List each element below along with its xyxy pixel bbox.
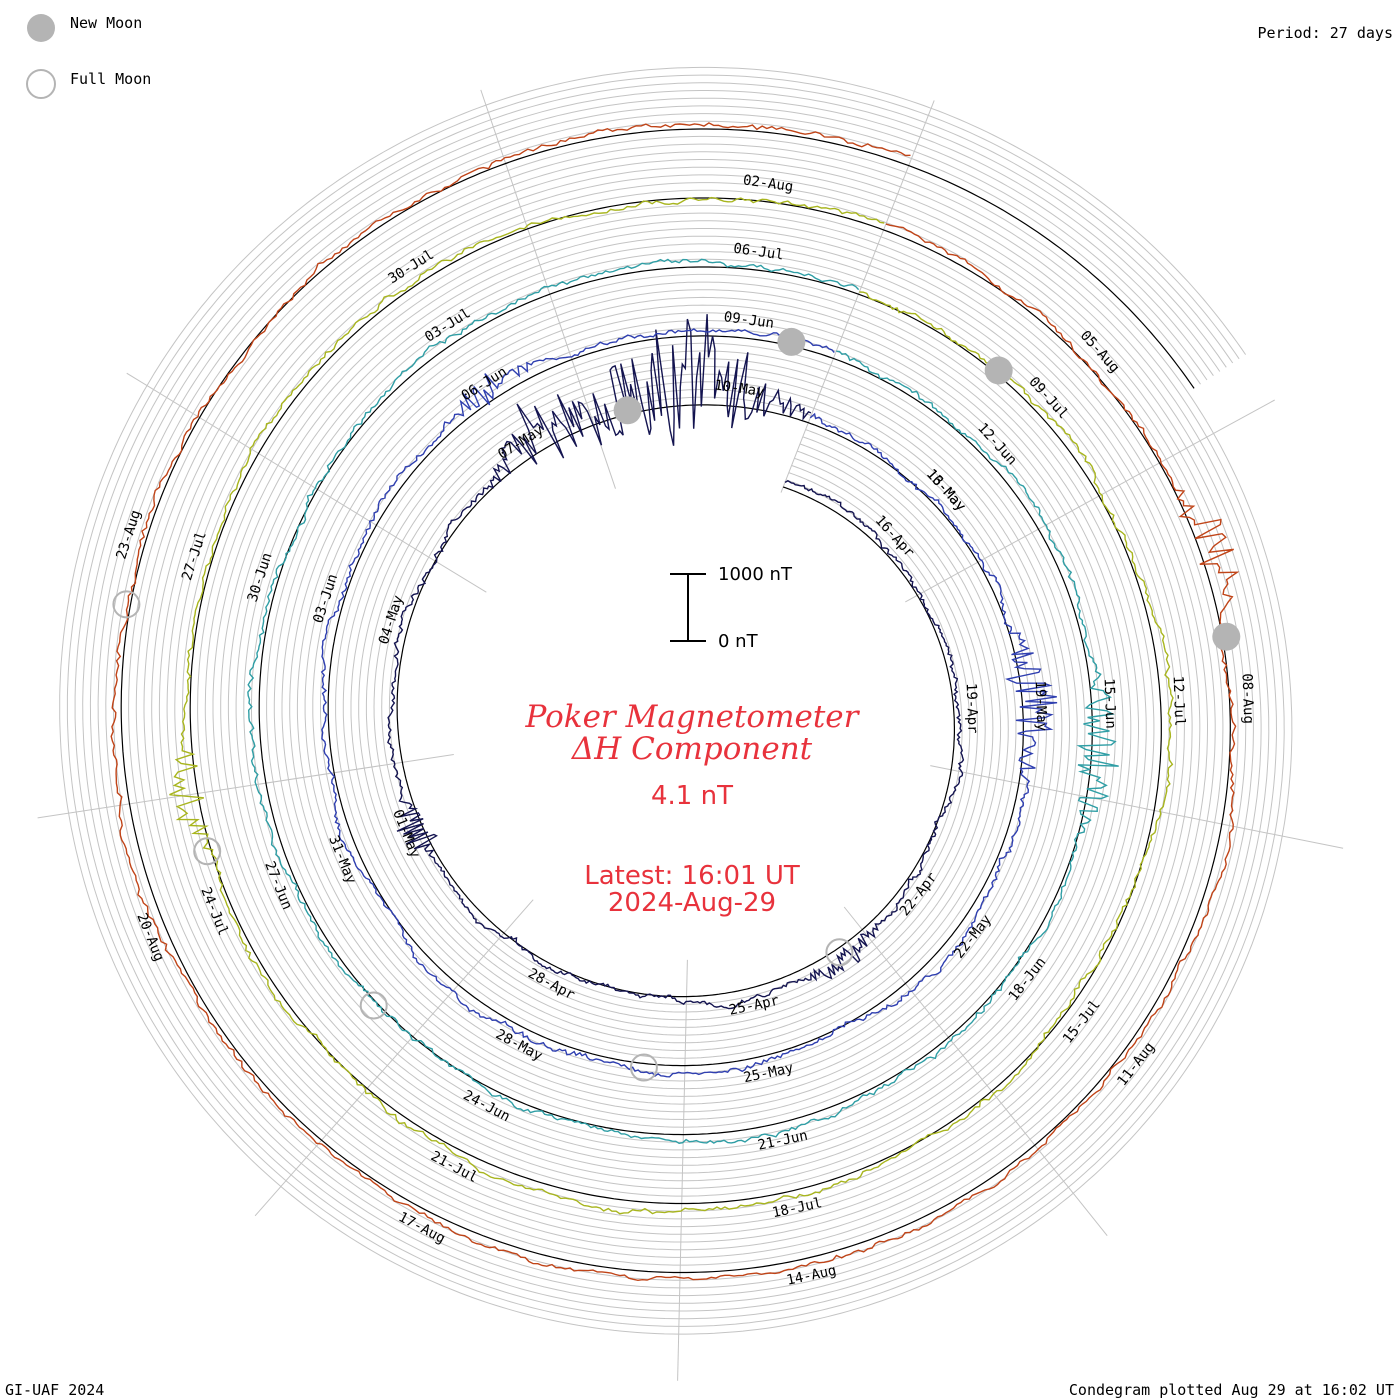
day-spoke: [37, 754, 454, 819]
date-label: 16-Apr: [872, 512, 918, 560]
data-trace-cycle-2: [320, 328, 1058, 1078]
scale-bottom-label: 0 nT: [718, 631, 759, 652]
day-spoke: [480, 89, 616, 489]
full-moon-marker: [629, 1053, 658, 1082]
grid-spiral: [74, 82, 1278, 1320]
new-moon-marker: [777, 327, 806, 356]
date-label: 08-Aug: [1239, 673, 1257, 724]
full-moon-marker: [825, 938, 854, 967]
grid-spiral: [112, 120, 1239, 1281]
baseline: [120, 128, 1231, 1274]
date-label: 14-Aug: [785, 1263, 838, 1289]
new-moon-marker: [613, 396, 642, 425]
full-moon-marker: [193, 837, 222, 866]
day-spoke: [677, 959, 688, 1381]
date-label: 19-Apr: [963, 683, 981, 734]
chart-title: Poker Magnetometer: [525, 699, 861, 735]
latest-date: 2024-Aug-29: [608, 888, 776, 918]
date-label: 25-May: [742, 1060, 795, 1086]
date-label: 19-May: [1032, 680, 1050, 731]
date-label: 16-May: [923, 466, 969, 514]
date-label: 12-Jul: [1170, 675, 1188, 726]
date-label: 25-Apr: [728, 993, 781, 1019]
new-moon-marker: [984, 356, 1013, 385]
date-label: 07-May: [495, 422, 546, 462]
new-moon-legend-label: New Moon: [70, 14, 142, 32]
baseline-spiral: [120, 128, 1231, 1274]
grid-spiral: [82, 90, 1270, 1312]
day-spoke: [254, 899, 534, 1217]
credit-label: GI-UAF 2024: [5, 1381, 104, 1399]
scale-top-label: 1000 nT: [718, 564, 793, 585]
grid-spiral: [59, 66, 1293, 1335]
day-spoke: [905, 399, 1275, 603]
grid-spiral: [89, 97, 1262, 1304]
day-spoke: [930, 765, 1344, 849]
current-value: 4.1 nT: [651, 781, 733, 811]
day-spoke: [843, 906, 1108, 1237]
period-label: Period: 27 days: [1258, 24, 1393, 42]
full-moon-marker: [112, 590, 141, 619]
date-label: 09-Jul: [1025, 374, 1071, 422]
date-label: 02-Aug: [742, 172, 794, 195]
full-moon-legend-label: Full Moon: [70, 70, 151, 88]
full-moon-marker: [359, 991, 388, 1020]
new-moon-marker: [1212, 622, 1241, 651]
latest-time: Latest: 16:01 UT: [584, 861, 800, 891]
day-spoke: [126, 372, 487, 593]
date-label: 30-Jul: [386, 247, 437, 287]
data-traces: [110, 122, 1240, 1282]
new-moon-legend-icon: [27, 14, 55, 42]
date-label: 21-Jun: [756, 1128, 809, 1154]
data-trace-cycle-1: [387, 314, 965, 1010]
day-spokes: [37, 89, 1344, 1381]
data-trace-cycle-3: [247, 258, 1119, 1145]
full-moon-legend-icon: [26, 69, 56, 99]
date-label: 03-Jul: [422, 305, 473, 345]
moon-markers: [112, 327, 1241, 1082]
date-label: 05-Aug: [1077, 328, 1123, 376]
date-label: 10-May: [713, 377, 765, 400]
grid-spiral: [66, 74, 1285, 1327]
date-label: 06-Jul: [732, 241, 784, 264]
date-label: 09-Jun: [723, 309, 775, 332]
data-trace-cycle-4: [169, 196, 1174, 1215]
chart-subtitle: ΔH Component: [571, 731, 813, 767]
date-label: 15-Jun: [1101, 678, 1119, 729]
plotted-label: Condegram plotted Aug 29 at 16:02 UT: [1069, 1381, 1394, 1399]
